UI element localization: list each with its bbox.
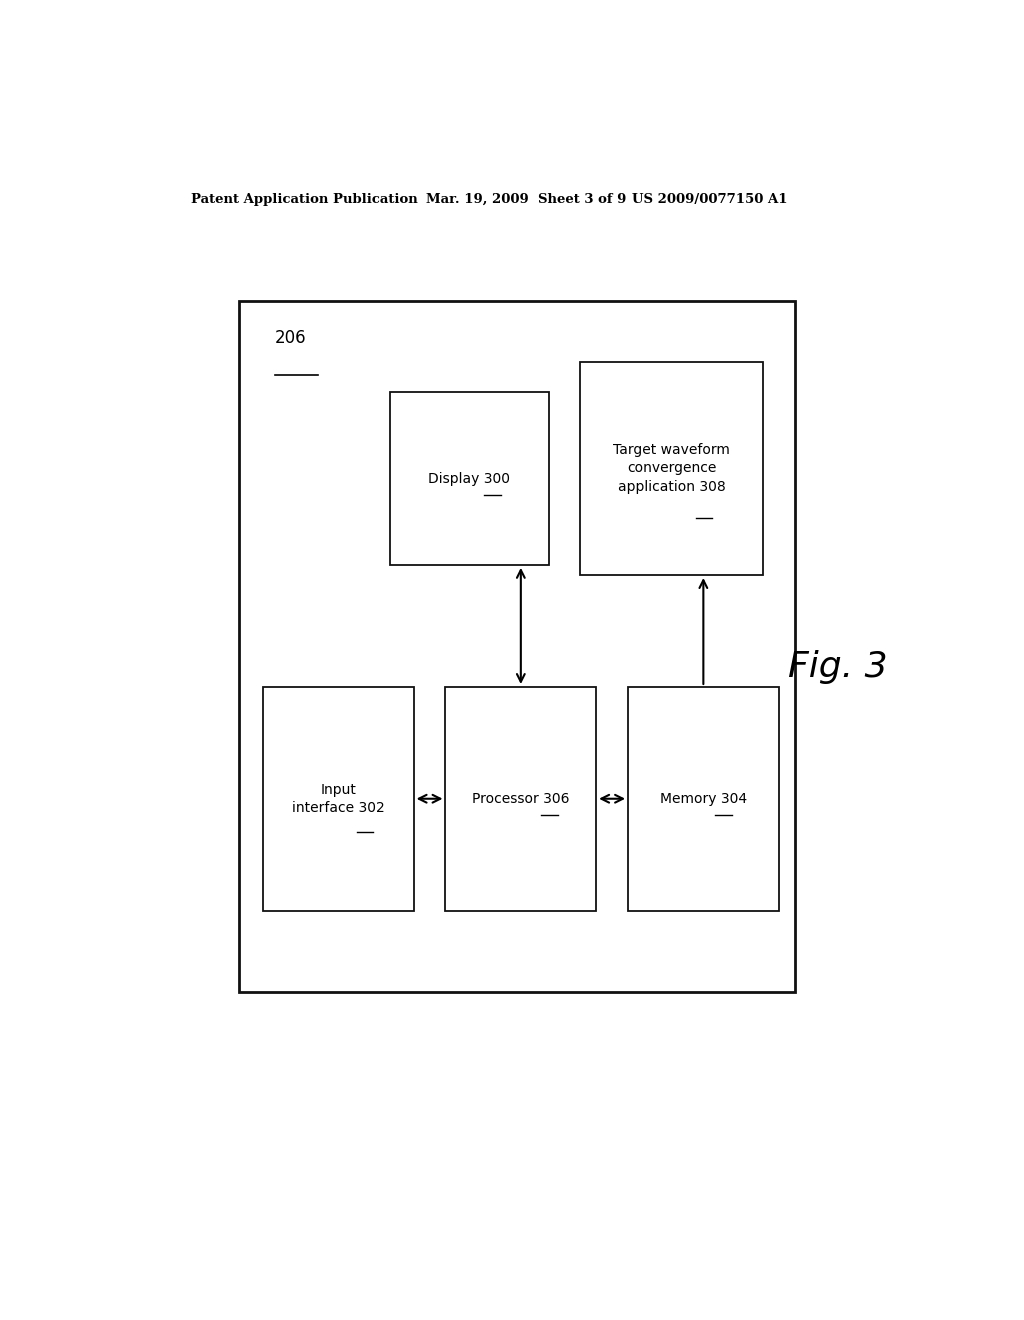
Text: US 2009/0077150 A1: US 2009/0077150 A1 xyxy=(632,193,787,206)
Text: Mar. 19, 2009  Sheet 3 of 9: Mar. 19, 2009 Sheet 3 of 9 xyxy=(426,193,626,206)
Text: Input
interface 302: Input interface 302 xyxy=(292,783,385,814)
Bar xyxy=(445,686,596,911)
Text: 206: 206 xyxy=(274,329,306,347)
Text: Display 300: Display 300 xyxy=(428,471,510,486)
Text: Fig. 3: Fig. 3 xyxy=(788,649,888,684)
Bar xyxy=(581,362,763,576)
Text: Processor 306: Processor 306 xyxy=(472,792,569,805)
Bar xyxy=(240,301,795,991)
Text: Memory 304: Memory 304 xyxy=(659,792,746,805)
Bar xyxy=(628,686,779,911)
Text: Patent Application Publication: Patent Application Publication xyxy=(191,193,418,206)
Bar xyxy=(263,686,414,911)
Text: Target waveform
convergence
application 308: Target waveform convergence application … xyxy=(613,444,730,494)
Bar xyxy=(390,392,549,565)
